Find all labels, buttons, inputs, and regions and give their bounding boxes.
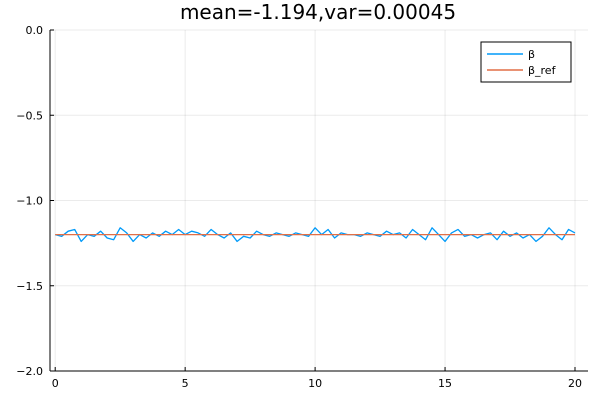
x-tick-label-2: 10 bbox=[308, 377, 322, 390]
chart-title: mean=-1.194,var=0.00045 bbox=[180, 0, 456, 24]
y-tick-label-1: −0.5 bbox=[16, 109, 43, 122]
y-tick-label-2: −1.0 bbox=[16, 195, 43, 208]
y-tick-label-4: −2.0 bbox=[16, 365, 43, 378]
legend-box bbox=[480, 41, 572, 83]
axes bbox=[49, 29, 588, 372]
legend-label-0: β bbox=[528, 48, 535, 61]
y-tick-label-3: −1.5 bbox=[16, 280, 43, 293]
x-tick-label-1: 5 bbox=[182, 377, 189, 390]
x-tick-label-3: 15 bbox=[438, 377, 452, 390]
legend: β β_ref bbox=[480, 41, 572, 83]
series-line-0 bbox=[55, 227, 576, 243]
y-tick-label-0: 0.0 bbox=[26, 24, 44, 37]
x-tick-label-0: 0 bbox=[52, 377, 59, 390]
tick-labels: 0 5 10 15 20 0.0 −0.5 −1.0 −1.5 −2.0 bbox=[16, 24, 582, 390]
legend-label-1: β_ref bbox=[528, 64, 557, 77]
plot-series bbox=[55, 227, 576, 243]
x-tick-label-4: 20 bbox=[568, 377, 582, 390]
